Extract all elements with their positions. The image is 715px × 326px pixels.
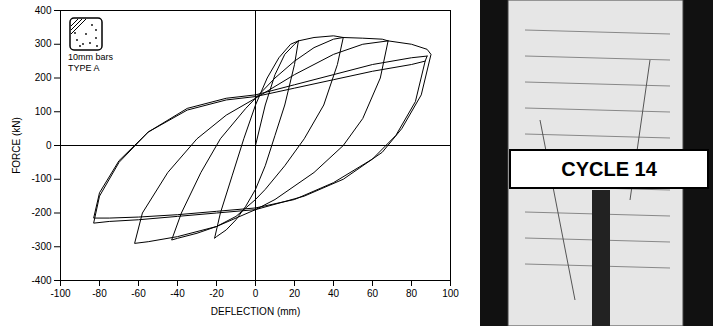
svg-text:100: 100 <box>35 106 52 117</box>
svg-text:20: 20 <box>289 288 301 299</box>
svg-text:200: 200 <box>35 72 52 83</box>
svg-text:-100: -100 <box>31 173 51 184</box>
svg-text:DEFLECTION (mm): DEFLECTION (mm) <box>211 306 300 317</box>
svg-text:300: 300 <box>35 38 52 49</box>
svg-text:60: 60 <box>367 288 379 299</box>
svg-text:400: 400 <box>35 5 52 16</box>
svg-text:40: 40 <box>328 288 340 299</box>
svg-text:-400: -400 <box>31 275 51 286</box>
svg-text:CYCLE 14: CYCLE 14 <box>561 158 657 180</box>
html-text:10mm bars: 10mm bars <box>68 52 113 62</box>
svg-text:-200: -200 <box>31 207 51 218</box>
svg-text:-40: -40 <box>170 288 185 299</box>
html-text:TYPE A: TYPE A <box>68 63 100 73</box>
svg-text:-300: -300 <box>31 241 51 252</box>
svg-text:-80: -80 <box>92 288 107 299</box>
svg-text:-100: -100 <box>50 288 70 299</box>
svg-text:-20: -20 <box>209 288 224 299</box>
svg-text:-60: -60 <box>131 288 146 299</box>
svg-text:FORCE (kN): FORCE (kN) <box>11 117 22 174</box>
svg-text:0: 0 <box>253 288 259 299</box>
svg-text:0: 0 <box>46 140 52 151</box>
svg-text:100: 100 <box>442 288 459 299</box>
svg-text:80: 80 <box>406 288 418 299</box>
